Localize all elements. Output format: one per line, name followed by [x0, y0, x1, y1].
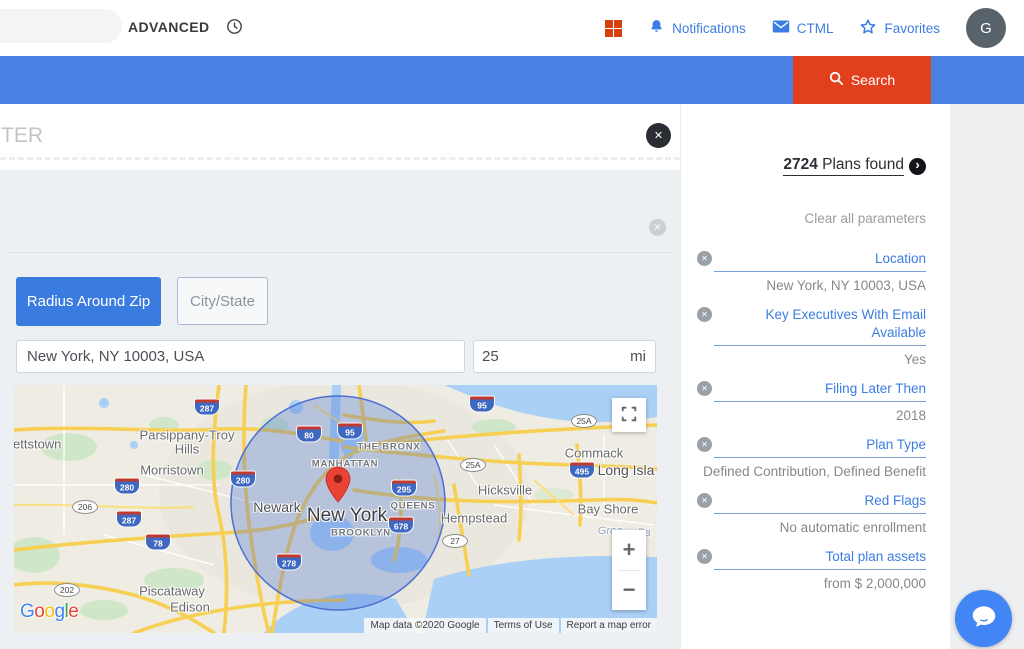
filter-plan-type-value: Defined Contribution, Defined Benefit: [703, 464, 926, 479]
radius-input[interactable]: [474, 348, 631, 365]
remove-location-widget-button[interactable]: ✕: [649, 219, 666, 236]
close-panel-button[interactable]: ✕: [646, 123, 671, 148]
toolbar: Search: [0, 56, 1024, 104]
chat-button[interactable]: [955, 590, 1012, 647]
applied-filters-list: ✕ Location New York, NY 10003, USA ✕ Key…: [697, 250, 926, 591]
nav-notifications[interactable]: Notifications: [648, 18, 746, 38]
arrow-right-icon: ›: [909, 157, 926, 175]
report-map-error-link[interactable]: Report a map error: [560, 618, 657, 633]
zoom-out-button[interactable]: −: [612, 570, 646, 610]
close-icon: ✕: [653, 130, 664, 142]
terms-of-use-link[interactable]: Terms of Use: [487, 618, 559, 633]
remove-filter-icon[interactable]: ✕: [697, 251, 712, 266]
plans-count: 2724: [783, 156, 818, 173]
plans-count-label: Plans found: [822, 156, 904, 173]
bell-icon: [648, 18, 665, 38]
map-canvas[interactable]: 287 287 80 95 95 280 280 295 678 495 78 …: [14, 385, 657, 633]
zoom-control: + −: [612, 530, 646, 610]
divider: [618, 569, 640, 571]
star-icon: [859, 18, 877, 39]
address-input[interactable]: [16, 340, 465, 373]
remove-filter-icon[interactable]: ✕: [697, 493, 712, 508]
magnifier-icon: [829, 71, 844, 89]
search-button-label: Search: [850, 72, 896, 88]
map-tiles: [14, 385, 657, 633]
search-button[interactable]: Search: [793, 56, 931, 104]
divider: [8, 252, 672, 253]
filter-key-executives-link[interactable]: Key Executives With Email Available: [765, 307, 926, 340]
remove-filter-icon[interactable]: ✕: [697, 437, 712, 452]
clipped-panel-title: TER: [1, 124, 43, 147]
filter-key-executives-value: Yes: [903, 352, 926, 367]
map-data-credit: Map data ©2020 Google: [364, 618, 486, 633]
remove-filter-icon[interactable]: ✕: [697, 549, 712, 564]
fullscreen-button[interactable]: [612, 398, 646, 432]
apps-grid-icon[interactable]: [605, 19, 623, 37]
filter-location-link[interactable]: Location: [874, 251, 926, 266]
chat-bubble-icon: [969, 602, 999, 635]
envelope-icon: [772, 19, 790, 37]
fullscreen-icon: [620, 405, 638, 426]
plans-found-link[interactable]: 2724 Plans found ›: [697, 156, 926, 176]
map-attribution: Map data ©2020 Google Terms of Use Repor…: [364, 618, 657, 633]
plans-found-text: 2724 Plans found: [783, 156, 904, 176]
filter-red-flags: ✕ Red Flags No automatic enrollment: [697, 492, 926, 535]
nav-favorites-label: Favorites: [884, 20, 940, 36]
filter-plan-type-link[interactable]: Plan Type: [866, 437, 926, 452]
filter-red-flags-link[interactable]: Red Flags: [864, 493, 926, 508]
filter-filing-later: ✕ Filing Later Then 2018: [697, 380, 926, 423]
filter-location: ✕ Location New York, NY 10003, USA: [697, 250, 926, 293]
filter-red-flags-value: No automatic enrollment: [779, 520, 926, 535]
filter-plan-type: ✕ Plan Type Defined Contribution, Define…: [697, 436, 926, 479]
radius-unit-label: mi: [630, 348, 646, 365]
global-search-pill[interactable]: [0, 9, 122, 43]
nav-favorites[interactable]: Favorites: [859, 18, 940, 39]
google-logo[interactable]: Google: [20, 601, 79, 622]
advanced-label: ADVANCED: [128, 19, 210, 35]
location-widget-panel: ✕ Radius Around Zip City/State mi: [0, 170, 680, 649]
remove-filter-icon[interactable]: ✕: [697, 381, 712, 396]
clear-all-parameters-link[interactable]: Clear all parameters: [804, 211, 926, 226]
close-icon: ✕: [653, 222, 662, 232]
nav-notifications-label: Notifications: [672, 20, 746, 36]
remove-filter-icon[interactable]: ✕: [697, 307, 712, 322]
radius-field: mi: [473, 340, 656, 373]
top-header: ADVANCED Notifications CTML Favorites G: [0, 0, 1024, 56]
filter-total-plan-assets-link[interactable]: Total plan assets: [825, 549, 926, 564]
filter-header-area: TER ✕: [0, 104, 680, 170]
nav-ctml[interactable]: CTML: [772, 19, 834, 37]
results-sidebar: 2724 Plans found › Clear all parameters …: [680, 104, 950, 649]
filter-total-plan-assets: ✕ Total plan assets from $ 2,000,000: [697, 548, 926, 591]
zoom-in-button[interactable]: +: [612, 530, 646, 570]
map-pin-icon[interactable]: [325, 466, 351, 508]
history-clock-icon[interactable]: [226, 18, 243, 40]
divider-dashed: [0, 157, 680, 160]
tab-radius-around-zip[interactable]: Radius Around Zip: [16, 277, 161, 326]
filter-key-executives: ✕ Key Executives With Email Available Ye…: [697, 306, 926, 367]
nav-ctml-label: CTML: [796, 20, 834, 36]
tab-city-state[interactable]: City/State: [177, 277, 268, 325]
filter-total-plan-assets-value: from $ 2,000,000: [823, 576, 926, 591]
avatar[interactable]: G: [966, 8, 1006, 48]
filter-location-value: New York, NY 10003, USA: [766, 278, 926, 293]
filter-filing-later-link[interactable]: Filing Later Then: [824, 381, 926, 396]
filter-filing-later-value: 2018: [895, 408, 926, 423]
page-background-gutter: [950, 104, 1024, 649]
